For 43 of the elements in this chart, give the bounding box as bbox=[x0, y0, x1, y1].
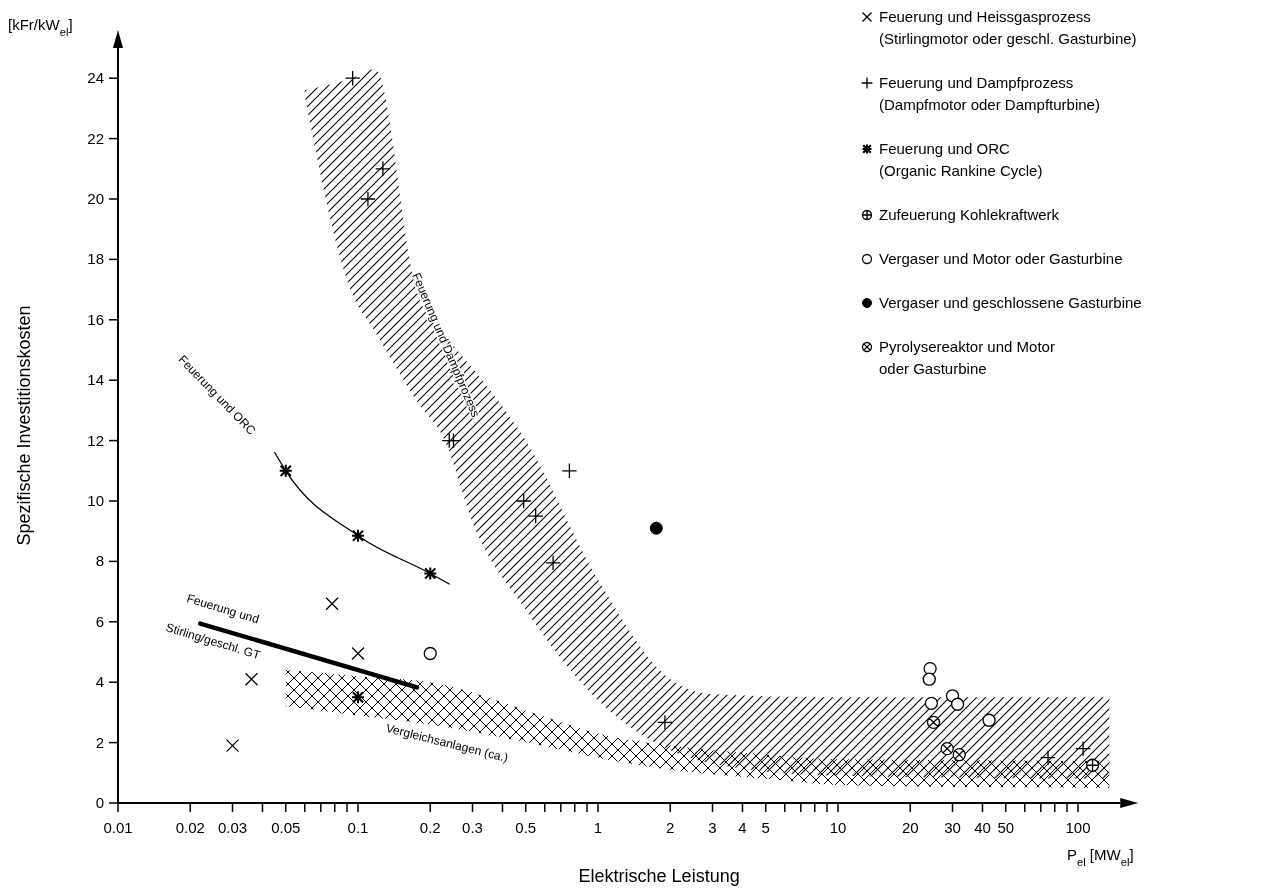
y-tick-label: 12 bbox=[87, 431, 104, 449]
y-tick-label: 22 bbox=[87, 129, 104, 147]
x-tick-label: 20 bbox=[901, 819, 919, 836]
x-tick-label: 4 bbox=[738, 819, 747, 836]
text: [kFr/kW$_{el}$] bbox=[8, 16, 73, 38]
y-tick-label: 14 bbox=[87, 371, 104, 389]
x-tick-label: 0.02 bbox=[175, 819, 205, 836]
x-tick-label: 40 bbox=[974, 819, 991, 836]
legend-label: Pyrolysereaktor und Motor oder Gasturbine bbox=[879, 338, 1055, 377]
x-tick-label: 0.1 bbox=[347, 819, 369, 836]
x-tick-label: 1 bbox=[593, 819, 603, 836]
x-tick-label: 0.05 bbox=[271, 819, 301, 836]
x-tick-label: 0.03 bbox=[217, 819, 248, 836]
y-tick-label: 4 bbox=[95, 673, 104, 691]
x-tick-label: 3 bbox=[708, 819, 717, 836]
x-axis-title: Elektrische Leistung bbox=[578, 866, 740, 886]
y-axis-title: Spezifische Investitionskosten bbox=[14, 305, 34, 546]
x-tick-label: 30 bbox=[944, 819, 961, 836]
y-tick-label: 16 bbox=[87, 310, 104, 328]
x-tick-label: 100 bbox=[1065, 819, 1091, 836]
y-tick-label: 10 bbox=[87, 492, 104, 509]
y-tick-label: 20 bbox=[87, 190, 104, 207]
y-tick-label: 18 bbox=[87, 250, 104, 268]
y-tick-label: 24 bbox=[87, 69, 104, 87]
legend-label: Feuerung und Dampfprozess (Dampfmotor oder Dampfturbine) bbox=[879, 74, 1100, 113]
legend-label: Zufeuerung Kohlekraftwerk bbox=[879, 206, 1060, 223]
y-tick-label: 6 bbox=[95, 612, 104, 630]
y-tick-label: 8 bbox=[95, 552, 104, 570]
legend-label: Vergaser und geschlossene Gasturbine bbox=[879, 294, 1142, 311]
x-tick-label: 0.2 bbox=[419, 819, 441, 836]
text: P$_{el}$ [MW$_{el}$] bbox=[1066, 846, 1134, 868]
y-tick-label: 2 bbox=[95, 733, 104, 751]
legend-label: Vergaser und Motor oder Gasturbine bbox=[879, 250, 1123, 267]
x-tick-label: 10 bbox=[829, 819, 847, 836]
x-tick-label: 0.3 bbox=[462, 819, 483, 836]
x-tick-label: 50 bbox=[997, 819, 1015, 836]
legend-label: Feuerung und Heissgasprozess (Stirlingmotor oder geschl. Gasturbine) bbox=[879, 8, 1137, 47]
x-tick-label: 5 bbox=[761, 819, 770, 836]
y-tick-label: 0 bbox=[95, 794, 104, 811]
x-tick-label: 0.01 bbox=[103, 819, 133, 836]
x-tick-label: 2 bbox=[666, 819, 675, 836]
legend-label: Feuerung und ORC (Organic Rankine Cycle) bbox=[879, 140, 1043, 179]
x-tick-label: 0.5 bbox=[515, 819, 537, 836]
